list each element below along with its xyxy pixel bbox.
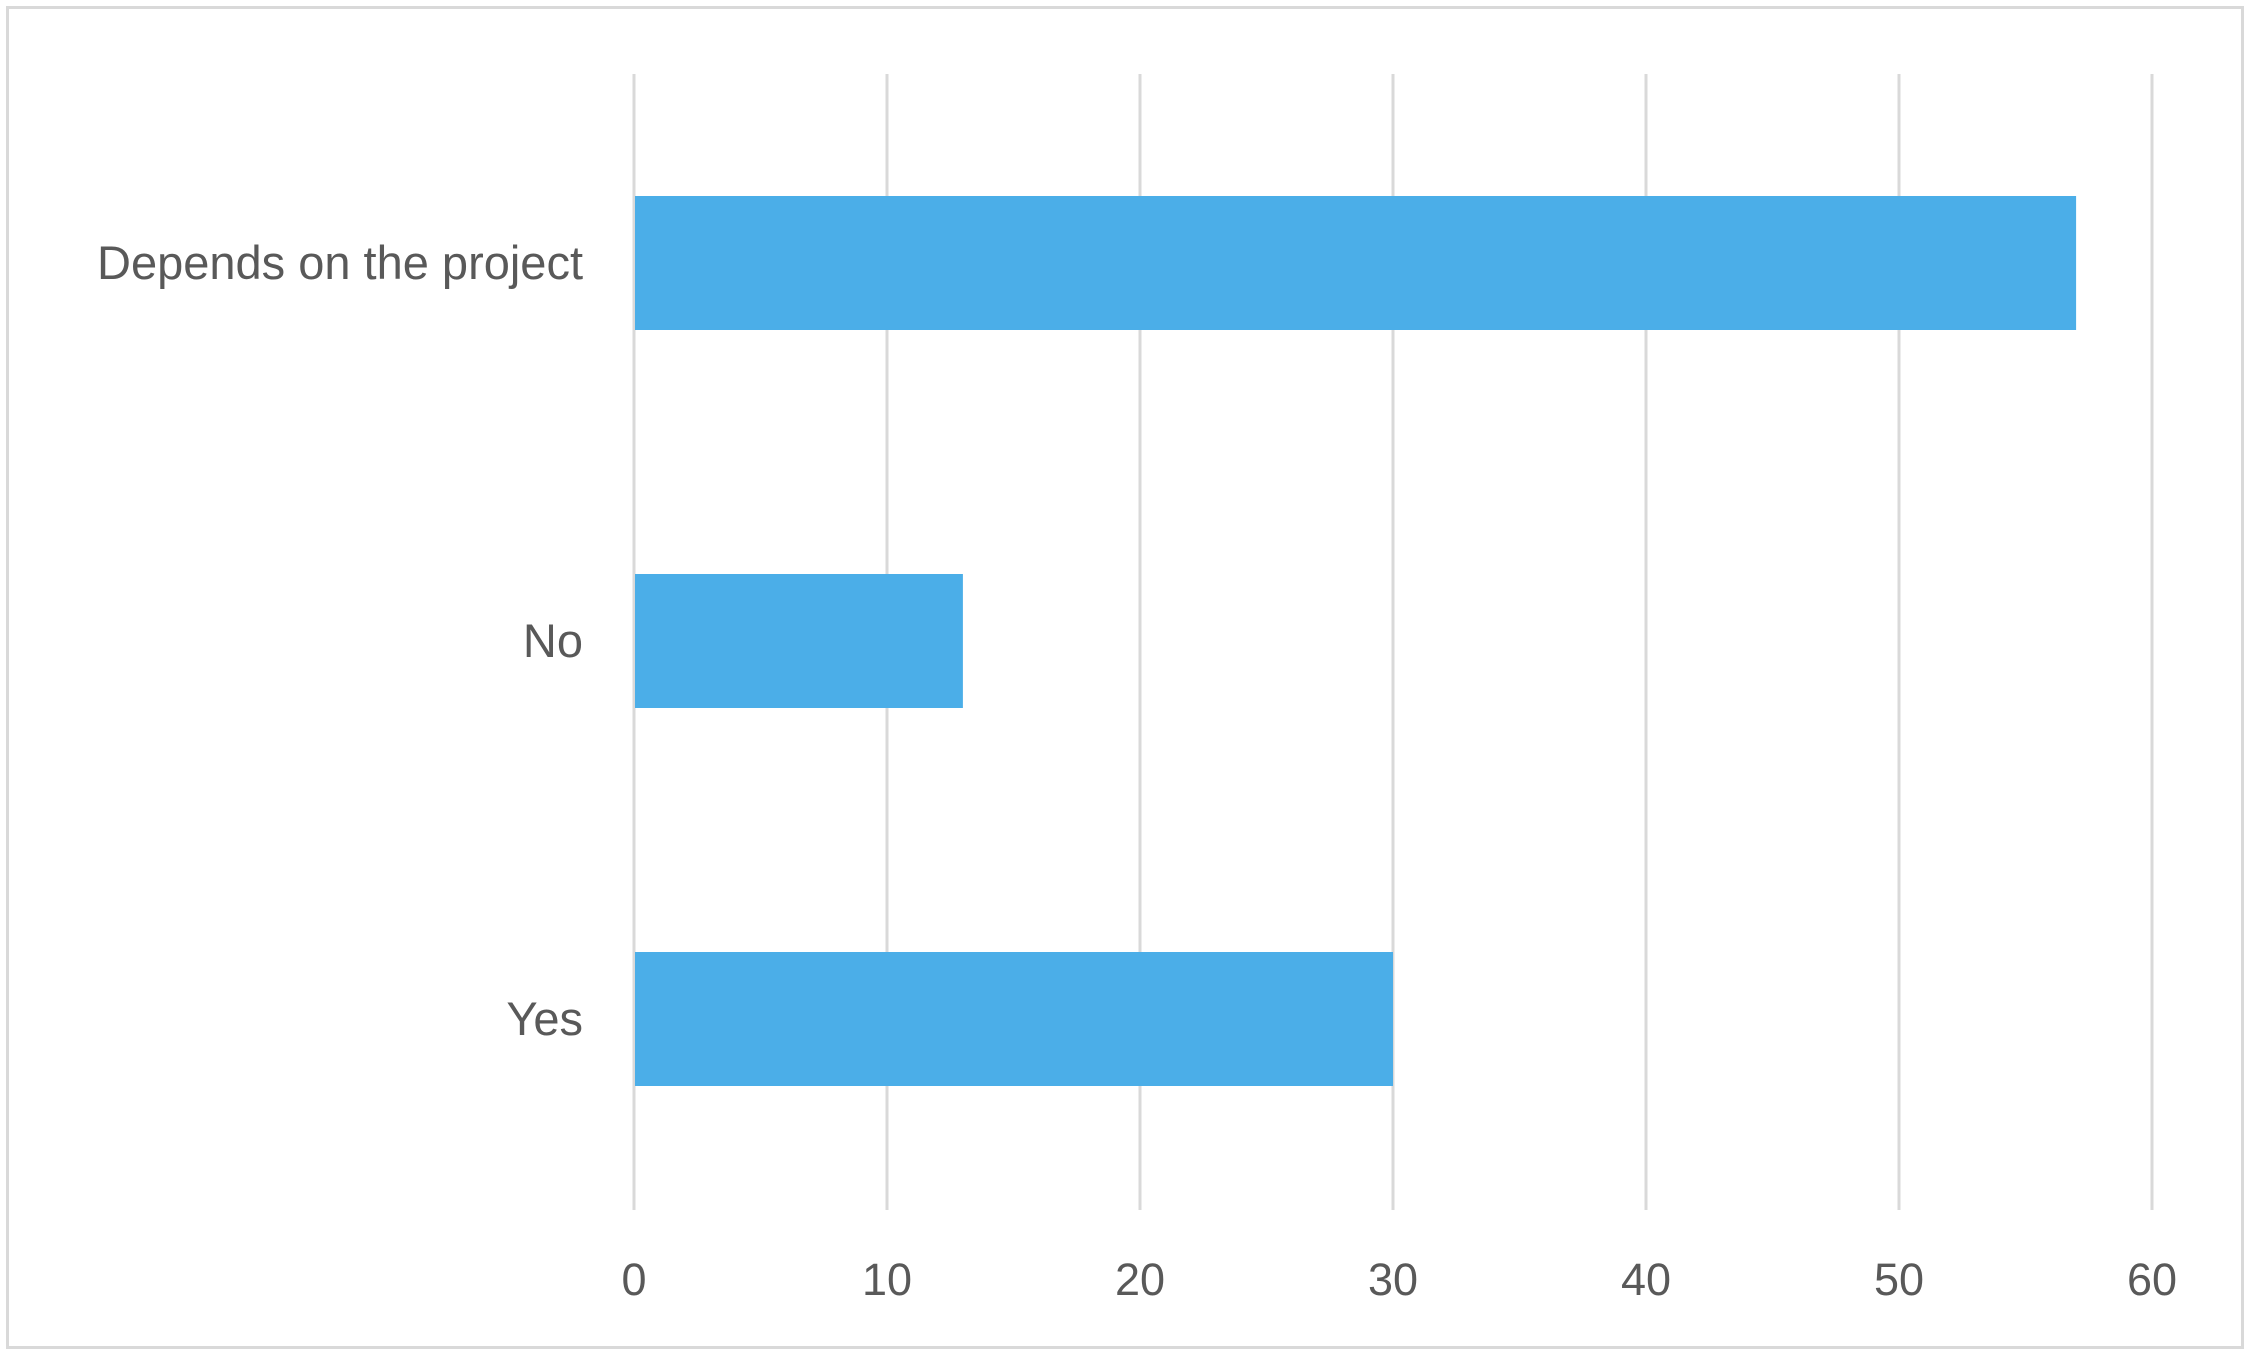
x-tick-label: 40 — [1621, 1254, 1671, 1305]
x-tick-label: 0 — [621, 1254, 646, 1305]
bar-depends-on-the-project — [635, 196, 2077, 330]
x-tick-label: 60 — [2127, 1254, 2177, 1305]
x-tick-labels: 0 10 20 30 40 50 60 — [621, 1254, 2177, 1305]
bars — [635, 196, 2077, 1086]
x-tick-label: 50 — [1874, 1254, 1924, 1305]
x-tick-label: 20 — [1115, 1254, 1165, 1305]
bar-no — [635, 574, 963, 708]
bar-yes — [635, 952, 1393, 1086]
category-labels: Depends on the project No Yes — [97, 236, 583, 1045]
x-tick-label: 10 — [862, 1254, 912, 1305]
category-label: No — [523, 614, 583, 667]
category-label: Yes — [506, 992, 583, 1045]
x-tick-label: 30 — [1368, 1254, 1418, 1305]
category-label: Depends on the project — [97, 236, 583, 289]
